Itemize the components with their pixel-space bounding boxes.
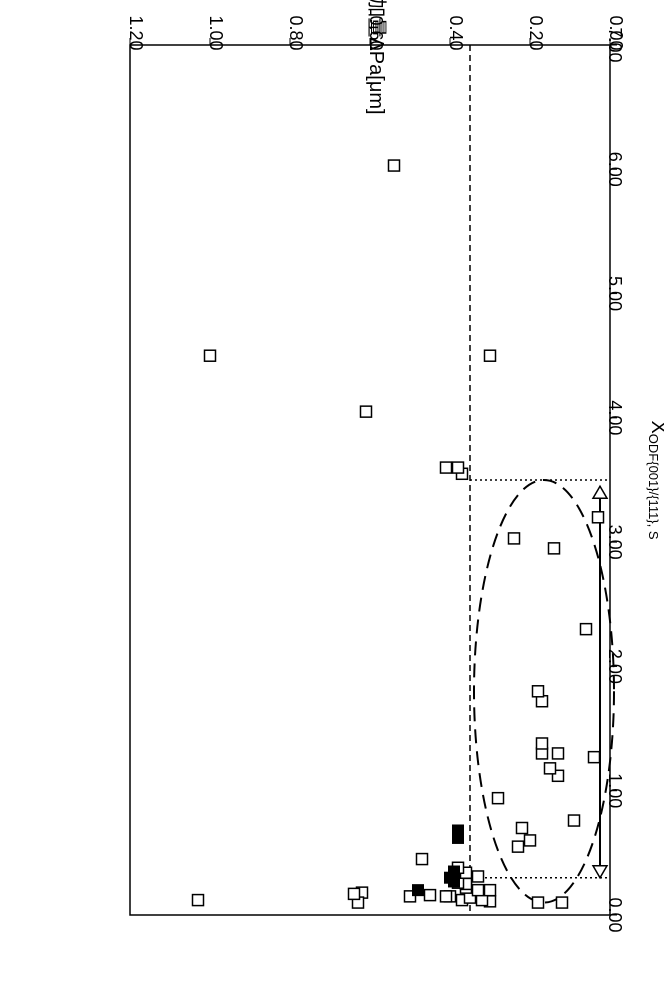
data-point-open <box>441 462 452 473</box>
data-point-open <box>425 890 436 901</box>
data-point-open <box>361 406 372 417</box>
arrow-head-end <box>593 486 607 498</box>
data-point-open <box>513 841 524 852</box>
x-tick-label: 5.00 <box>605 276 625 311</box>
data-point-open <box>473 871 484 882</box>
x-tick-label: 1.00 <box>605 773 625 808</box>
arrow-head-start <box>593 866 607 878</box>
data-point-open <box>485 350 496 361</box>
data-point-open <box>533 897 544 908</box>
data-point-open <box>205 350 216 361</box>
y-tick-label: 0.80 <box>286 15 306 50</box>
data-point-open <box>453 462 464 473</box>
data-point-open <box>417 854 428 865</box>
data-point-filled <box>449 866 460 877</box>
x-tick-label: 4.00 <box>605 400 625 435</box>
data-point-open <box>525 835 536 846</box>
data-point-open <box>569 815 580 826</box>
plot-border <box>130 45 610 915</box>
data-point-open <box>441 891 452 902</box>
data-point-open <box>485 885 496 896</box>
x-tick-label: 3.00 <box>605 525 625 560</box>
y-tick-label: 0.40 <box>446 15 466 50</box>
x-tick-label: 6.00 <box>605 152 625 187</box>
chart-svg: 0.001.002.003.004.005.006.007.00XODF{001… <box>0 0 664 1000</box>
data-point-open <box>517 823 528 834</box>
y-axis-label: 粗糙度增加量ΔPa[μm] <box>365 0 388 115</box>
data-point-open <box>193 895 204 906</box>
data-point-open <box>473 885 484 896</box>
data-point-open <box>537 738 548 749</box>
data-point-open <box>389 160 400 171</box>
y-tick-label: 0.00 <box>606 15 626 50</box>
data-point-filled <box>413 885 424 896</box>
data-point-open <box>545 763 556 774</box>
data-point-open <box>509 533 520 544</box>
y-tick-label: 1.00 <box>206 15 226 50</box>
data-point-open <box>533 686 544 697</box>
data-point-open <box>593 512 604 523</box>
data-point-open <box>549 543 560 554</box>
data-point-open <box>349 888 360 899</box>
scatter-chart: 0.001.002.003.004.005.006.007.00XODF{001… <box>0 0 664 1000</box>
x-tick-label: 0.00 <box>605 897 625 932</box>
data-point-filled <box>453 825 464 836</box>
data-point-open <box>581 624 592 635</box>
data-point-open <box>553 748 564 759</box>
data-point-open <box>493 793 504 804</box>
y-tick-label: 0.20 <box>526 15 546 50</box>
data-point-open <box>589 752 600 763</box>
x-tick-label: 2.00 <box>605 649 625 684</box>
data-point-open <box>557 897 568 908</box>
x-axis-label: XODF{001}/{111}, S <box>646 420 664 539</box>
y-tick-label: 1.20 <box>126 15 146 50</box>
